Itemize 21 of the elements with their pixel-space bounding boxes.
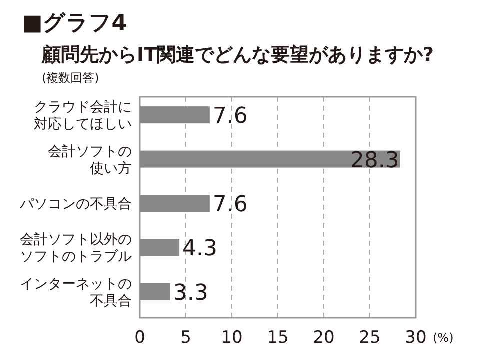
- xtick: 30: [405, 328, 427, 348]
- ytick: 会計ソフト以外のソフトのトラブル: [20, 232, 132, 266]
- data-label: 4.3: [182, 236, 218, 262]
- ytick: クラウド会計に対応してほしい: [34, 100, 132, 133]
- ytick: パソコンの不具合: [20, 196, 132, 212]
- xtick: 25: [359, 328, 381, 348]
- ytick: 会計ソフトの使い方: [48, 144, 132, 177]
- data-label: 7.6: [212, 192, 248, 218]
- title: ■グラフ4: [22, 11, 128, 36]
- xlabel: (%): [433, 331, 454, 345]
- annotation: (複数回答): [42, 71, 100, 85]
- data-label: 7.6: [212, 104, 248, 130]
- xtick: 10: [221, 328, 243, 348]
- xtick: 20: [313, 328, 335, 348]
- data-label: 3.3: [173, 280, 208, 306]
- xtick: 15: [267, 328, 289, 348]
- ytick: インターネットの不具合: [20, 276, 132, 310]
- xtick: 5: [180, 328, 192, 348]
- xtick: 0: [134, 328, 146, 348]
- data-label: 28.3: [350, 148, 400, 174]
- subtitle: 顧問先からIT関連でどんな要望がありますか?: [42, 44, 434, 66]
